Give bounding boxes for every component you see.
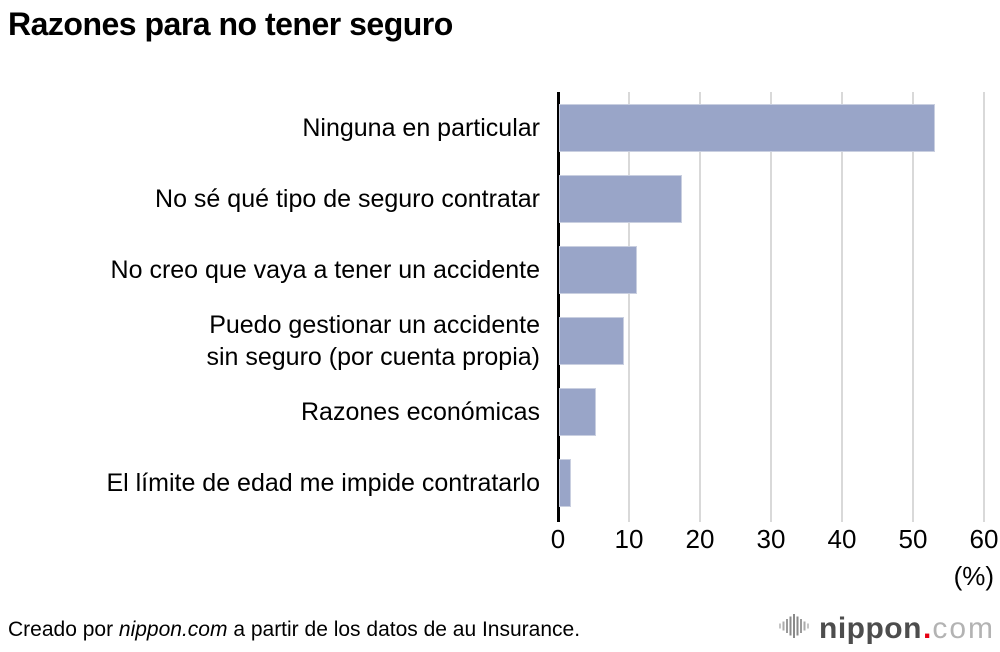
x-axis: 0 10 20 30 40 50 60 xyxy=(551,524,999,554)
x-tick-label-30: 30 xyxy=(756,524,786,554)
bar-3 xyxy=(559,316,625,365)
category-label-text: No sé qué tipo de seguro contratar xyxy=(155,184,540,213)
x-tick-label-20: 20 xyxy=(685,524,715,554)
category-label-4: Razones económicas xyxy=(0,376,549,447)
bar-0 xyxy=(559,103,936,152)
x-tick-label-40: 40 xyxy=(827,524,857,554)
bar-5 xyxy=(559,458,572,507)
bar-chart-plot-area xyxy=(557,92,985,522)
logo-name: nippon xyxy=(819,611,922,645)
category-label-text: Ninguna en particular xyxy=(302,113,540,142)
x-tick-label-60: 60 xyxy=(969,524,999,554)
category-label-text: El límite de edad me impide contratarlo xyxy=(106,468,540,497)
x-axis-unit-label: (%) xyxy=(953,561,994,591)
source-credit: Creado por nippon.com a partir de los da… xyxy=(8,618,580,642)
bar-1 xyxy=(559,174,682,223)
category-label-0: Ninguna en particular xyxy=(0,92,549,163)
y-axis-line xyxy=(557,92,560,522)
gridline-50 xyxy=(912,92,914,522)
soundwave-icon xyxy=(778,613,812,644)
gridline-60 xyxy=(983,92,985,522)
category-label-2: No creo que vaya a tener un accidente xyxy=(0,234,549,305)
category-label-5: El límite de edad me impide contratarlo xyxy=(0,447,549,518)
gridline-10 xyxy=(628,92,630,522)
chart-title: Razones para no tener seguro xyxy=(8,6,453,42)
gridline-20 xyxy=(699,92,701,522)
bar-2 xyxy=(559,245,638,294)
category-labels: Ninguna en particular No sé qué tipo de s… xyxy=(0,92,549,518)
gridline-40 xyxy=(841,92,843,522)
nippon-logo: nippon. com xyxy=(778,613,995,644)
credit-suffix: a partir de los datos de au Insurance. xyxy=(227,618,581,641)
credit-prefix: Creado por xyxy=(8,618,119,641)
logo-red-dot: . xyxy=(922,611,932,645)
category-label-text: No creo que vaya a tener un accidente xyxy=(110,255,540,284)
category-label-3: Puedo gestionar un accidente sin seguro (… xyxy=(0,305,549,376)
category-label-text: Puedo gestionar un accidente sin seguro (… xyxy=(206,310,540,371)
category-label-text: Razones económicas xyxy=(300,397,540,426)
category-label-1: No sé qué tipo de seguro contratar xyxy=(0,163,549,234)
bar-4 xyxy=(559,387,596,436)
logo-tld: com xyxy=(932,611,995,645)
x-tick-label-10: 10 xyxy=(614,524,644,554)
x-tick-label-0: 0 xyxy=(550,524,566,554)
credit-brand: nippon.com xyxy=(118,618,228,641)
nippon-logo-text: nippon. com xyxy=(819,611,995,645)
x-tick-label-50: 50 xyxy=(898,524,928,554)
gridline-30 xyxy=(770,92,772,522)
